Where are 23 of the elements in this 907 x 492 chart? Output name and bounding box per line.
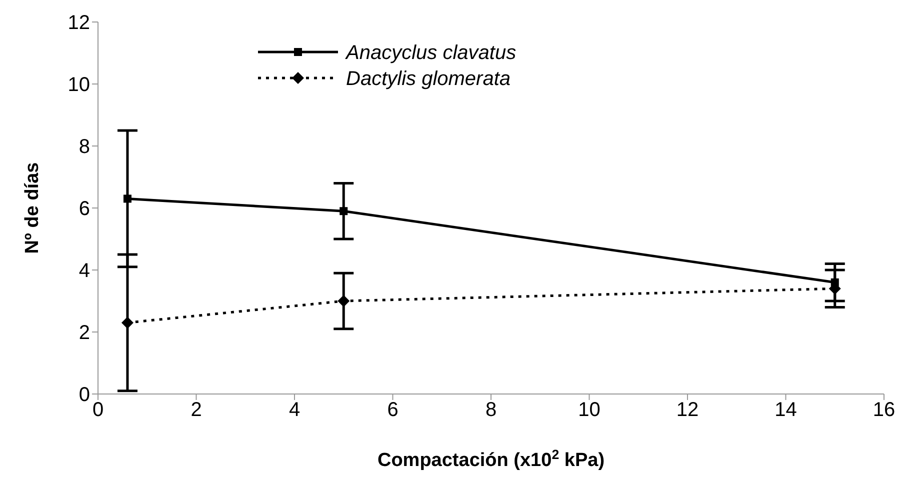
y-tick-label: 10: [68, 74, 90, 96]
legend-label: Anacyclus clavatus: [345, 42, 516, 64]
y-tick-label: 8: [78, 136, 90, 158]
y-axis-title: Nº de días: [22, 162, 43, 254]
point: [123, 194, 132, 203]
x-tick-label: 2: [190, 399, 202, 422]
point: [338, 295, 350, 307]
x-tick-label: 16: [872, 399, 896, 422]
y-tick-label: 12: [68, 12, 90, 34]
y-tick-label: 4: [78, 260, 90, 282]
point: [340, 207, 348, 216]
y-tick-label: 2: [78, 322, 90, 344]
x-tick-label: 4: [288, 399, 300, 422]
x-axis-title: Compactación (x10$^{2}$ kPa): [377, 446, 605, 471]
legend-label: Dactylis glomerata: [346, 68, 511, 90]
x-tick-label: 8: [485, 399, 497, 422]
x-tick-label: 10: [578, 399, 600, 422]
y-tick-label: 0: [78, 384, 90, 406]
point: [121, 316, 134, 329]
x-tick-label: 12: [676, 399, 699, 422]
x-tick-label: 6: [387, 399, 398, 422]
x-tick-label: 14: [774, 399, 797, 422]
y-tick-label: 6: [78, 198, 90, 220]
